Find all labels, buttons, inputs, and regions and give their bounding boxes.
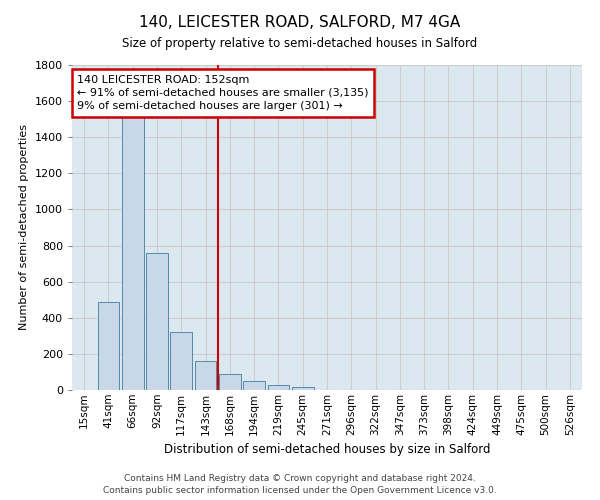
Text: Contains HM Land Registry data © Crown copyright and database right 2024.
Contai: Contains HM Land Registry data © Crown c…: [103, 474, 497, 495]
Text: Size of property relative to semi-detached houses in Salford: Size of property relative to semi-detach…: [122, 38, 478, 51]
Bar: [194, 361, 217, 390]
Bar: [292, 388, 314, 390]
Text: 140, LEICESTER ROAD, SALFORD, M7 4GA: 140, LEICESTER ROAD, SALFORD, M7 4GA: [139, 15, 461, 30]
Bar: [219, 374, 241, 390]
Bar: [122, 96, 143, 390]
Text: 140 LEICESTER ROAD: 152sqm
← 91% of semi-detached houses are smaller (3,135)
9% : 140 LEICESTER ROAD: 152sqm ← 91% of semi…: [77, 74, 368, 111]
Bar: [243, 381, 265, 390]
Bar: [97, 302, 119, 390]
X-axis label: Distribution of semi-detached houses by size in Salford: Distribution of semi-detached houses by …: [164, 443, 490, 456]
Bar: [170, 332, 192, 390]
Y-axis label: Number of semi-detached properties: Number of semi-detached properties: [19, 124, 29, 330]
Bar: [146, 253, 168, 390]
Bar: [268, 384, 289, 390]
